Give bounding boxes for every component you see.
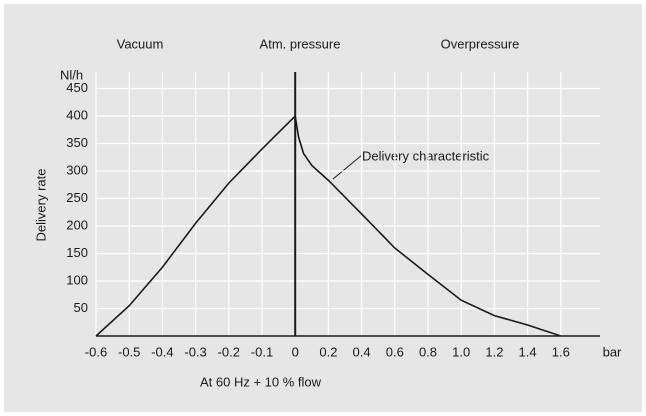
x-tick-label: 0.6 — [386, 344, 404, 359]
x-tick-label: -0.1 — [251, 344, 273, 359]
annotation-leader — [332, 154, 363, 180]
annotation: Delivery characteristic — [362, 148, 490, 163]
x-tick-label: 1.2 — [485, 344, 503, 359]
region-label: Vacuum — [117, 36, 164, 51]
y-tick-label: 350 — [66, 135, 88, 150]
panel — [4, 4, 642, 412]
x-tick-label: -0.2 — [218, 344, 240, 359]
x-unit: bar — [603, 344, 622, 359]
x-tick-label: 0.2 — [319, 344, 337, 359]
x-tick-label: 1.4 — [519, 344, 537, 359]
region-label: Atm. pressure — [260, 36, 341, 51]
y-tick-label: 250 — [66, 190, 88, 205]
x-tick-label: 0.8 — [419, 344, 437, 359]
delivery-curve — [95, 114, 562, 337]
x-tick-label: 0.4 — [353, 344, 371, 359]
y-tick-label: 50 — [74, 300, 88, 315]
y-tick-label: 400 — [66, 107, 88, 122]
y-tick-label: 450 — [66, 80, 88, 95]
y-tick-label: 150 — [66, 245, 88, 260]
y-tick-label: 200 — [66, 217, 88, 232]
x-tick-label: -0.6 — [85, 344, 107, 359]
y-axis-label: Delivery rate — [33, 169, 48, 242]
y-tick-label: 100 — [66, 272, 88, 287]
x-tick-label: -0.5 — [118, 344, 140, 359]
y-tick-label: 300 — [66, 162, 88, 177]
x-tick-label: 1.0 — [452, 344, 470, 359]
footer: At 60 Hz + 10 % flow — [200, 374, 322, 389]
x-tick-label: -0.3 — [184, 344, 206, 359]
x-tick-label: -0.4 — [151, 344, 173, 359]
region-label: Overpressure — [441, 36, 520, 51]
x-tick-label: 1.6 — [552, 344, 570, 359]
x-tick-label: 0 — [292, 344, 299, 359]
y-unit: Nl/h — [60, 67, 83, 82]
